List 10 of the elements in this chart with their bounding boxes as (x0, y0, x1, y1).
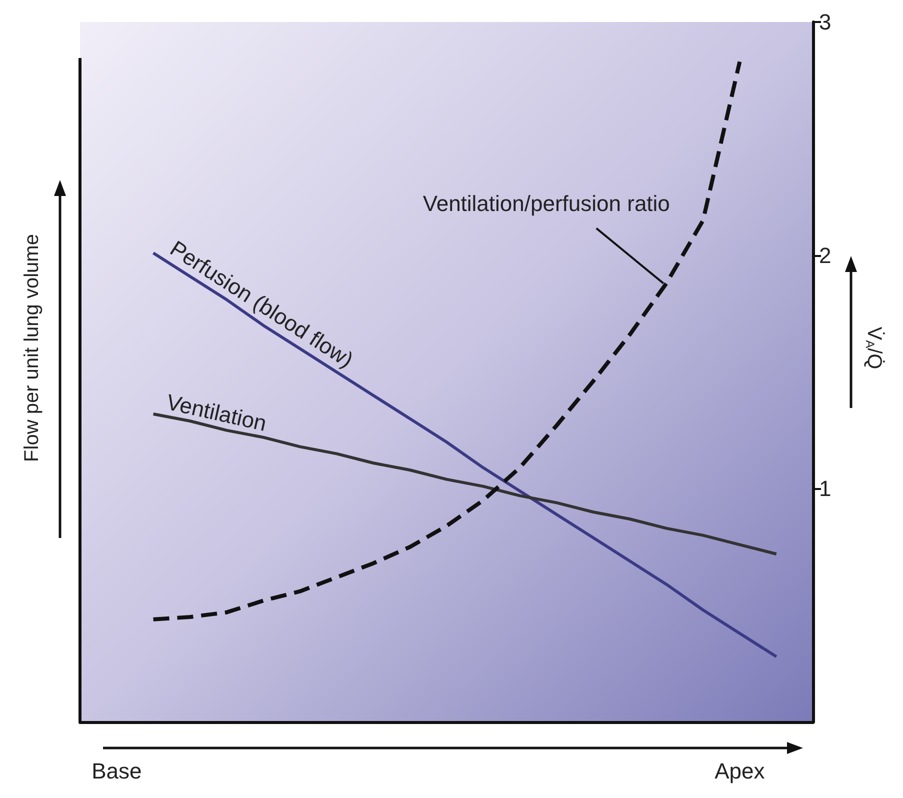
line-series (151, 60, 742, 622)
y-tick-label: 1 (819, 476, 832, 502)
text: Ventilation (164, 389, 269, 436)
series-label: Ventilation/perfusion ratio (422, 190, 670, 216)
y2-axis-title: V̇A/Q̇ (863, 326, 886, 370)
x-tick-label: Apex (714, 758, 765, 784)
x-tick-label: Base (92, 758, 142, 784)
y-tick-label: 2 (819, 242, 832, 268)
y-axis-title: Flow per unit lung volume (21, 234, 43, 462)
y-tick-label: 3 (819, 10, 832, 34)
